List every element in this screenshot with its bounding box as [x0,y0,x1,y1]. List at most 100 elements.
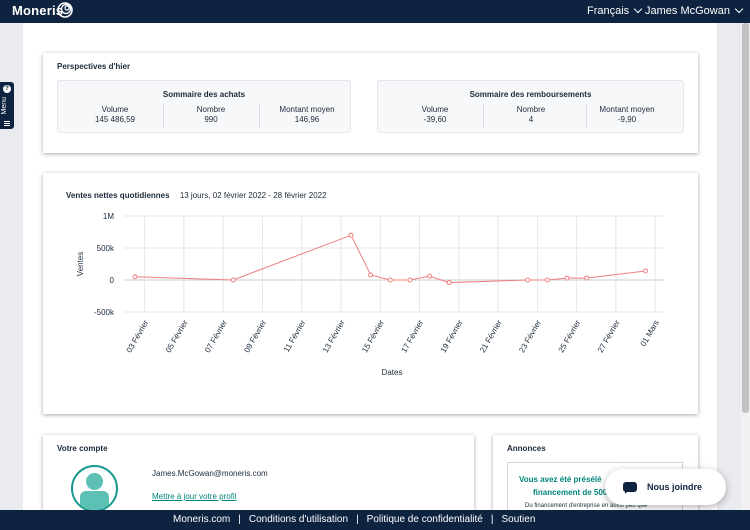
language-label: Français [587,5,630,17]
menu-label: Menu [1,97,8,115]
footer-separator: | [238,514,241,525]
moneris-swirl-icon [57,2,73,18]
x-tick-label: 05 Février [164,318,190,354]
y-tick-label: -500k [94,308,115,317]
divider [586,105,587,127]
announcement-subtext: Du financement d'entreprise en aussi peu… [525,503,648,509]
series-line [134,234,646,284]
data-point [643,268,649,274]
divider [483,105,484,127]
x-tick-label: 07 Février [203,318,229,354]
announcement-headline-1: Vous avez été présélé [519,475,602,484]
metric-value: -39,60 [423,115,447,124]
footer-link-moneris[interactable]: Moneris.com [173,514,231,525]
daily-sales-header: Ventes nettes quotidiennes 13 jours, 02 … [66,191,327,200]
purchases-summary-title: Sommaire des achats [162,90,246,99]
metric-label: Volume [421,105,449,114]
avatar-head [86,473,103,490]
x-axis-title: Dates [382,368,403,377]
help-icon: ? [3,85,11,93]
top-navigation-bar: Moneris Français James McGowan [0,0,750,23]
metric-value: 4 [528,115,534,124]
chevron-down-icon [734,4,744,14]
update-profile-link[interactable]: Mettre à jour votre profil [152,492,237,501]
footer-separator: | [356,514,359,525]
y-tick-label: 0 [110,276,115,285]
footer-separator: | [490,514,494,525]
footer-link-terms[interactable]: Conditions d'utilisation [248,514,349,525]
refunds-volume: Volume -39,60 [385,105,485,124]
footer-links: Moneris.com | Conditions d'utilisation | Pol… [173,514,535,525]
footer-link-support[interactable]: Soutien [501,514,536,525]
daily-sales-title: Ventes nettes quotidiennes [66,191,170,200]
refunds-summary-title: Sommaire des remboursements [469,90,592,99]
data-point [544,277,550,283]
announcements-title: Annonces [507,444,546,453]
footer: Moneris.com | Conditions d'utilisation | Pol… [0,510,750,530]
scrollbar-thumb[interactable] [742,23,749,413]
data-point [368,272,374,278]
x-tick-label: 23 Février [517,318,543,354]
metric-label: Montant moyen [599,105,655,114]
metric-label: Nombre [196,105,226,114]
metric-label: Montant moyen [279,105,335,114]
data-point [446,280,452,286]
data-point [132,274,138,280]
y-axis-title: Ventes [76,252,85,276]
refunds-average: Montant moyen -9,90 [577,105,677,124]
footer-link-privacy[interactable]: Politique de confidentialité [366,514,483,525]
data-point [407,277,413,283]
metric-label: Nombre [516,105,546,114]
chat-bubble-icon [623,482,637,494]
purchases-count: Nombre 990 [161,105,261,124]
x-tick-label: 21 Février [478,318,504,354]
y-tick-label: 1M [103,212,114,221]
metric-value: 145 486,59 [94,115,136,124]
divider [259,105,260,127]
perspectives-card: Perspectives d'hier Sommaire des achats … [43,53,698,153]
x-tick-label: 17 Février [399,318,425,354]
refunds-summary: Sommaire des remboursements Volume -39,6… [377,80,684,133]
contact-us-button[interactable]: Nous joindre [605,469,726,505]
avatar [71,465,118,512]
refunds-count: Nombre 4 [481,105,581,124]
hamburger-icon [4,121,10,126]
daily-sales-card: Ventes nettes quotidiennes 13 jours, 02 … [43,173,698,414]
y-tick-label: 500k [97,244,115,253]
x-tick-label: 19 Février [439,318,465,354]
account-email: James.McGowan@moneris.com [152,469,268,478]
x-tick-label: 01 Mars [639,319,661,349]
x-tick-label: 13 Février [321,318,347,354]
moneris-logo[interactable]: Moneris [12,3,64,18]
x-tick-label: 03 Février [125,318,151,354]
announcement-headline-2: financement de 5000 [533,488,612,497]
purchases-summary: Sommaire des achats Volume 145 486,59 No… [57,80,351,133]
purchases-volume: Volume 145 486,59 [65,105,165,124]
purchases-average: Montant moyen 146,96 [257,105,357,124]
avatar-body [80,491,109,510]
x-tick-label: 15 Février [360,318,386,354]
perspectives-title: Perspectives d'hier [57,62,131,71]
account-title: Votre compte [57,444,108,453]
user-name: James McGowan [645,5,730,17]
daily-sales-chart: 1M 500k 0 -500k 03 Février 05 Février 07 Févri… [76,212,664,377]
user-menu[interactable]: James McGowan [645,4,744,17]
daily-sales-range: 13 jours, 02 février 2022 - 28 février 2… [179,191,327,200]
data-point [525,277,531,283]
contact-us-label: Nous joindre [647,482,703,492]
metric-value: 146,96 [294,115,320,124]
side-menu-tab[interactable]: ? Menu [0,82,14,129]
data-point [564,275,570,281]
data-point [387,277,393,283]
data-point [584,275,590,281]
data-point [427,273,433,279]
data-point [230,277,236,283]
data-point [348,232,354,238]
x-tick-label: 09 Février [242,318,268,354]
divider [163,105,164,127]
x-tick-label: 27 Février [596,318,622,354]
x-tick-label: 11 Février [282,318,308,353]
metric-label: Volume [101,105,129,114]
chevron-down-icon [633,4,643,14]
language-selector[interactable]: Français [587,4,643,17]
